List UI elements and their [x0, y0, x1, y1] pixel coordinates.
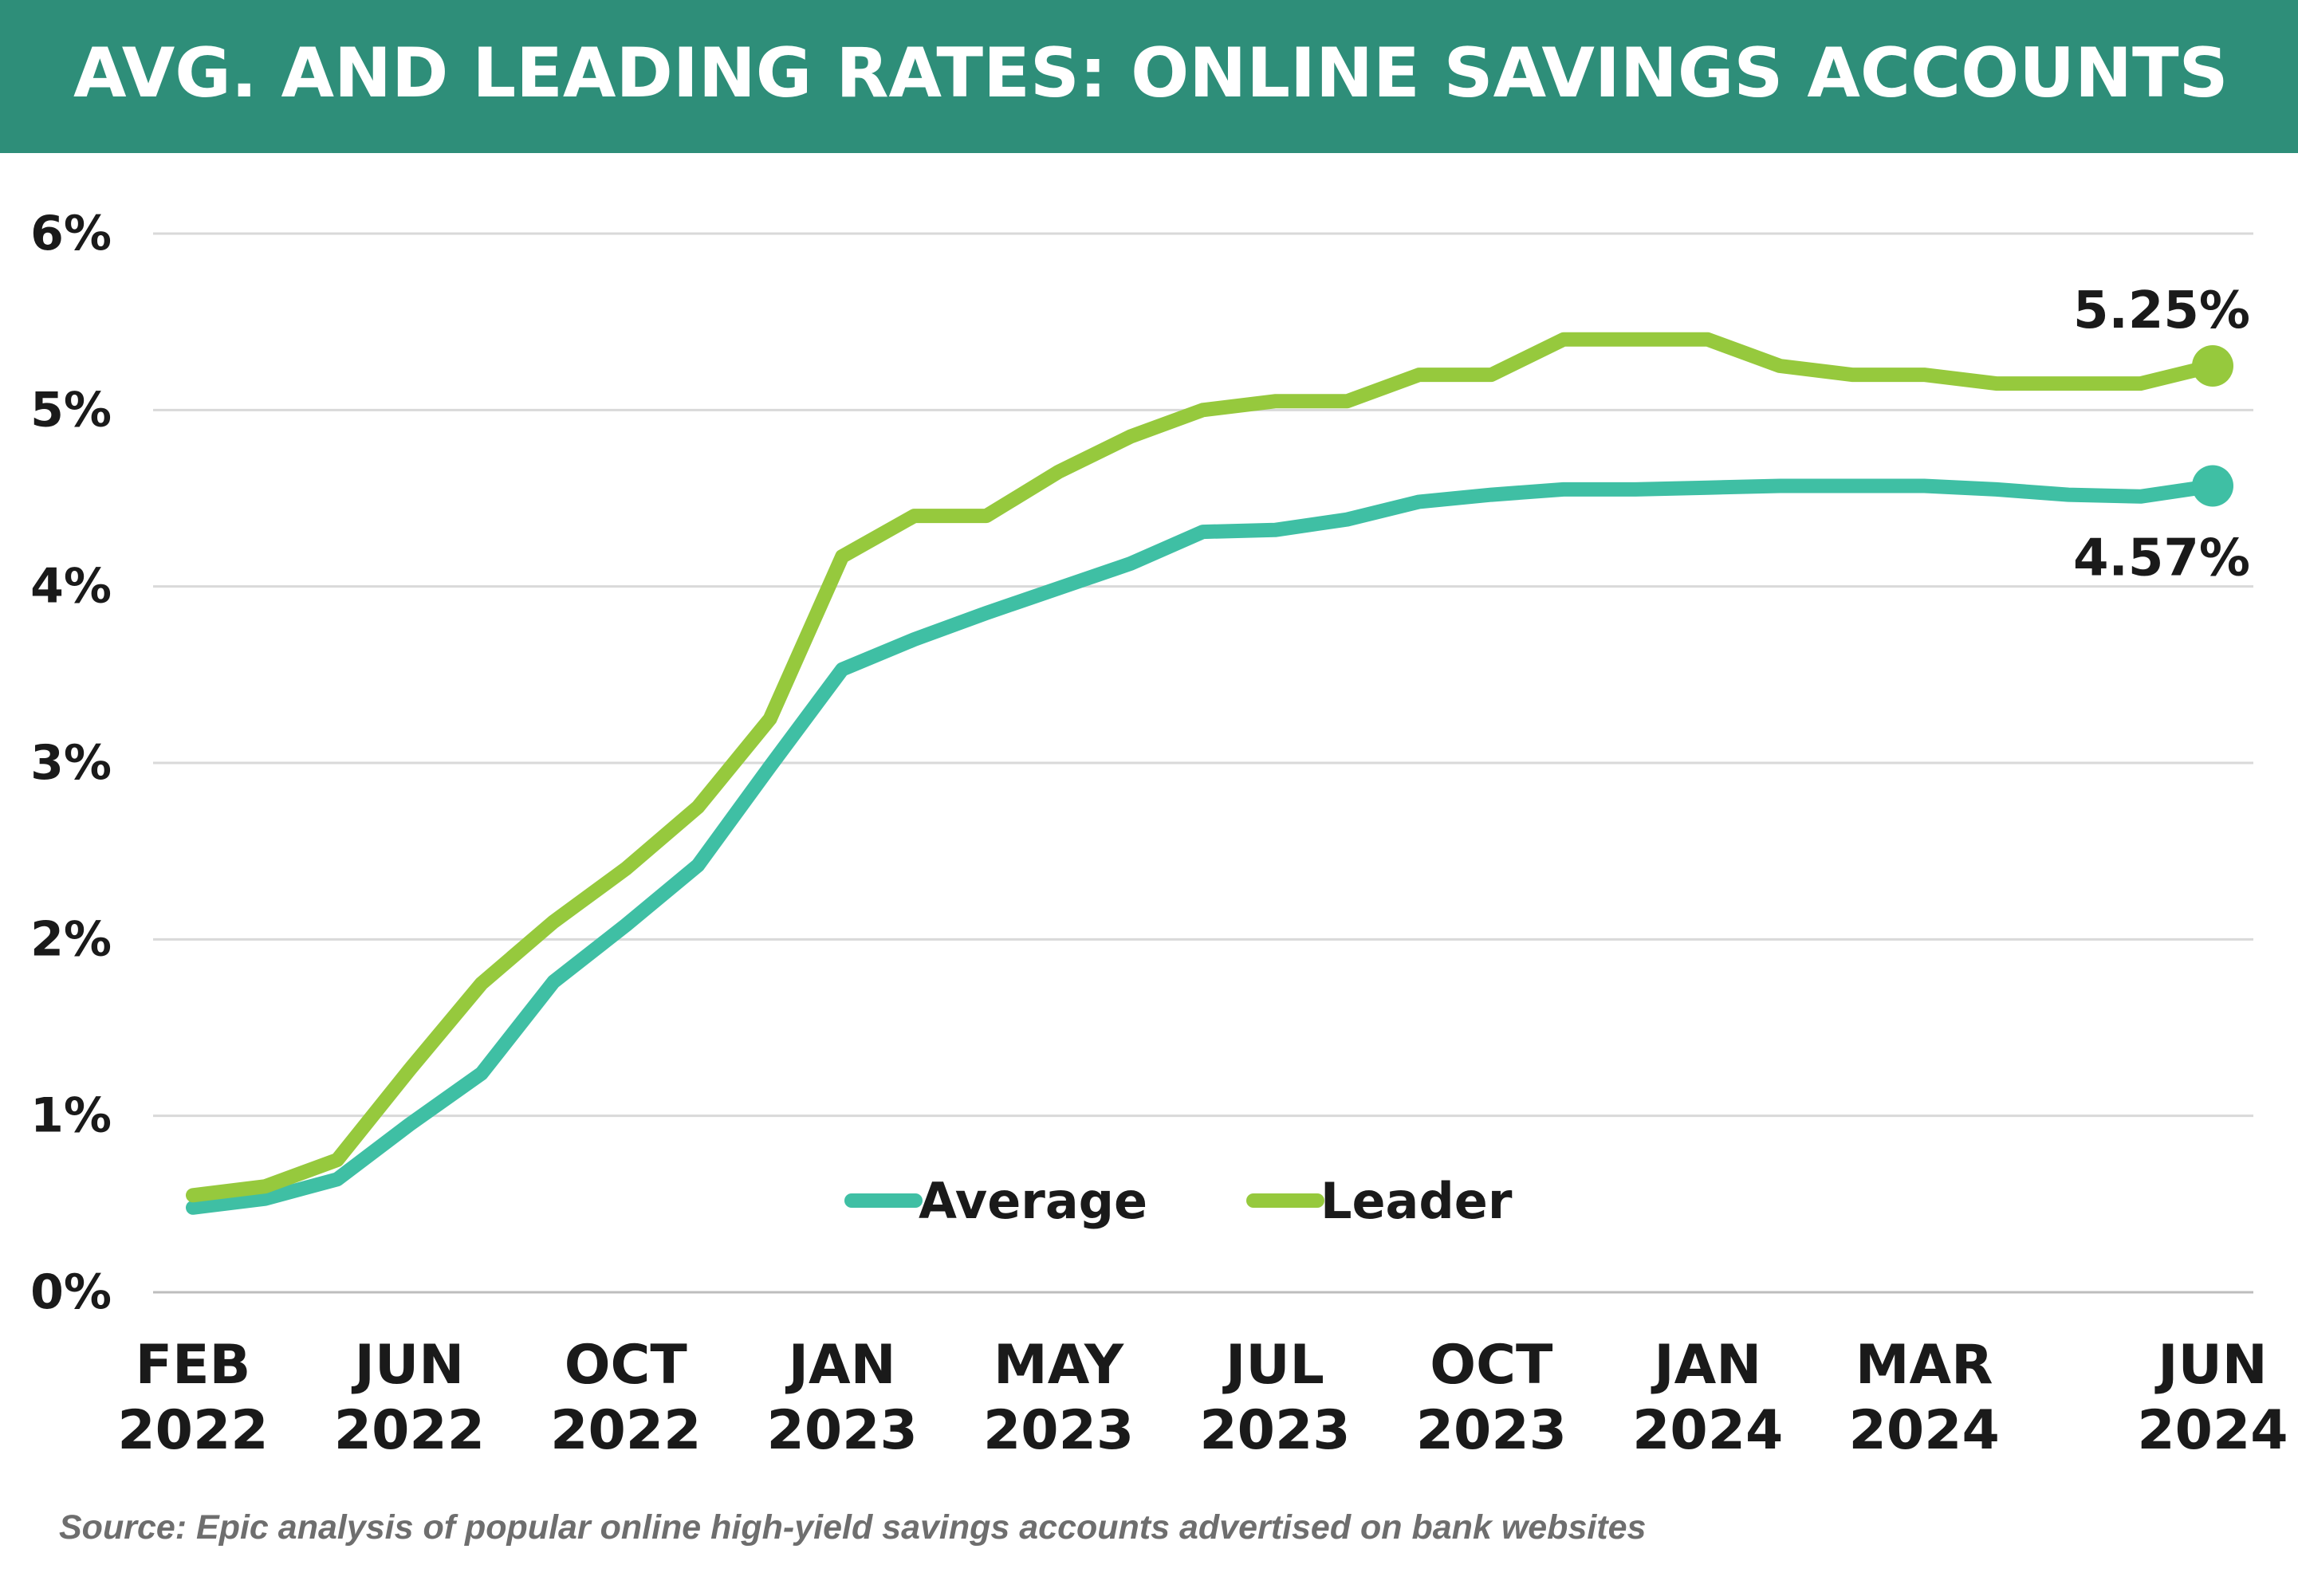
x-tick-label-year: 2024: [1632, 1399, 1783, 1462]
x-tick-label-year: 2023: [1199, 1399, 1350, 1462]
x-tick-label-month: JUN: [352, 1334, 464, 1397]
series-endpoint-average: [2192, 465, 2233, 507]
x-tick-label-year: 2024: [1849, 1399, 2000, 1462]
x-tick-label-month: JUL: [1222, 1334, 1324, 1397]
x-tick-label-year: 2024: [2137, 1399, 2288, 1462]
title-banner: AVG. AND LEADING RATES: ONLINE SAVINGS A…: [0, 0, 2298, 153]
legend-label-leader: Leader: [1320, 1172, 1513, 1230]
x-tick-label-month: MAY: [994, 1334, 1124, 1397]
y-tick-label: 2%: [30, 911, 112, 967]
x-tick-label-year: 2022: [334, 1399, 485, 1462]
end-value-label-average: 4.57%: [2073, 529, 2250, 588]
end-value-label-leader: 5.25%: [2073, 281, 2250, 340]
chart-title: AVG. AND LEADING RATES: ONLINE SAVINGS A…: [73, 33, 2229, 113]
y-tick-label: 1%: [30, 1088, 112, 1144]
x-tick-label-month: JAN: [1651, 1334, 1761, 1397]
y-tick-label: 5%: [30, 382, 112, 438]
y-tick-label: 0%: [30, 1264, 112, 1320]
x-tick-label-year: 2023: [983, 1399, 1134, 1462]
x-tick-label-year: 2023: [1416, 1399, 1567, 1462]
source-note: Source: Epic analysis of popular online …: [59, 1508, 1647, 1547]
x-tick-label-month: OCT: [1430, 1334, 1553, 1397]
legend-label-average: Average: [919, 1172, 1147, 1230]
x-tick-label-month: MAR: [1855, 1334, 1993, 1397]
x-tick-label-year: 2023: [767, 1399, 918, 1462]
y-tick-label: 3%: [30, 735, 112, 791]
x-tick-label-year: 2022: [117, 1399, 268, 1462]
y-tick-label: 4%: [30, 559, 112, 615]
x-tick-label-month: JAN: [785, 1334, 896, 1397]
series-line-average: [186, 478, 2220, 1215]
series-line-leader: [186, 332, 2220, 1203]
x-tick-label-month: FEB: [136, 1334, 251, 1397]
series-endpoint-leader: [2192, 345, 2233, 387]
y-tick-label: 6%: [30, 206, 112, 261]
x-tick-label-month: OCT: [565, 1334, 688, 1397]
x-tick-label-month: JUN: [2154, 1334, 2267, 1397]
x-tick-label-year: 2022: [550, 1399, 701, 1462]
line-chart: 0%1%2%3%4%5%6%FEB2022JUN2022OCT2022JAN20…: [30, 206, 2288, 1462]
